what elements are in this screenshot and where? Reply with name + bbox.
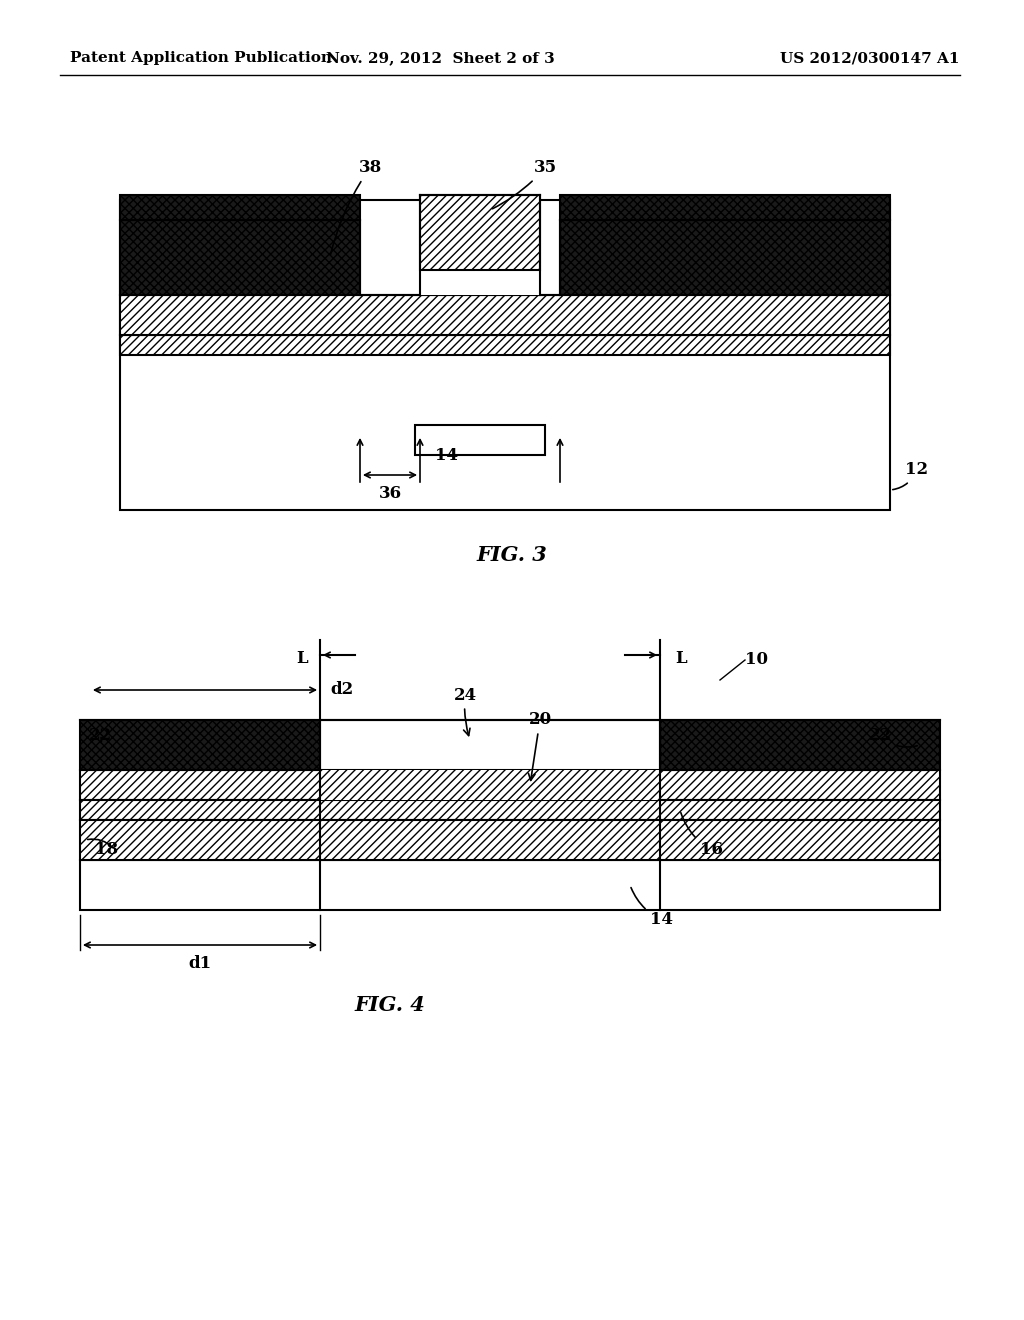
Text: 22: 22 bbox=[88, 726, 112, 743]
Bar bbox=[120, 220, 360, 294]
Text: FIG. 4: FIG. 4 bbox=[354, 995, 425, 1015]
Text: 12: 12 bbox=[893, 462, 928, 490]
Text: 14: 14 bbox=[631, 887, 673, 928]
Bar bbox=[80, 800, 940, 820]
Bar bbox=[80, 770, 940, 800]
Bar bbox=[420, 220, 540, 294]
Text: Patent Application Publication: Patent Application Publication bbox=[70, 51, 332, 65]
Text: 38: 38 bbox=[331, 160, 382, 255]
Bar bbox=[560, 195, 890, 220]
Text: 36: 36 bbox=[379, 484, 401, 502]
Bar bbox=[420, 195, 540, 271]
Bar bbox=[660, 719, 940, 770]
Bar bbox=[319, 719, 660, 770]
Text: US 2012/0300147 A1: US 2012/0300147 A1 bbox=[780, 51, 961, 65]
Text: 35: 35 bbox=[493, 160, 557, 209]
Text: 24: 24 bbox=[454, 686, 476, 735]
Text: d2: d2 bbox=[330, 681, 353, 698]
Text: L: L bbox=[296, 649, 308, 667]
Text: 14: 14 bbox=[435, 446, 458, 463]
Text: FIG. 3: FIG. 3 bbox=[476, 545, 548, 565]
Text: d1: d1 bbox=[188, 954, 212, 972]
Text: 22: 22 bbox=[868, 726, 918, 747]
Text: 16: 16 bbox=[681, 813, 723, 858]
Text: 20: 20 bbox=[528, 711, 552, 780]
Text: Nov. 29, 2012  Sheet 2 of 3: Nov. 29, 2012 Sheet 2 of 3 bbox=[326, 51, 554, 65]
Text: L: L bbox=[675, 649, 687, 667]
Bar bbox=[120, 195, 360, 220]
Bar bbox=[80, 820, 940, 861]
Text: 18: 18 bbox=[95, 842, 118, 858]
Bar bbox=[415, 425, 545, 455]
Bar bbox=[120, 201, 890, 510]
Bar bbox=[80, 719, 319, 770]
Bar bbox=[319, 770, 660, 800]
Bar bbox=[120, 294, 890, 335]
Bar bbox=[560, 220, 890, 294]
Bar bbox=[120, 335, 890, 355]
Text: 10: 10 bbox=[745, 652, 768, 668]
Bar bbox=[80, 861, 940, 909]
